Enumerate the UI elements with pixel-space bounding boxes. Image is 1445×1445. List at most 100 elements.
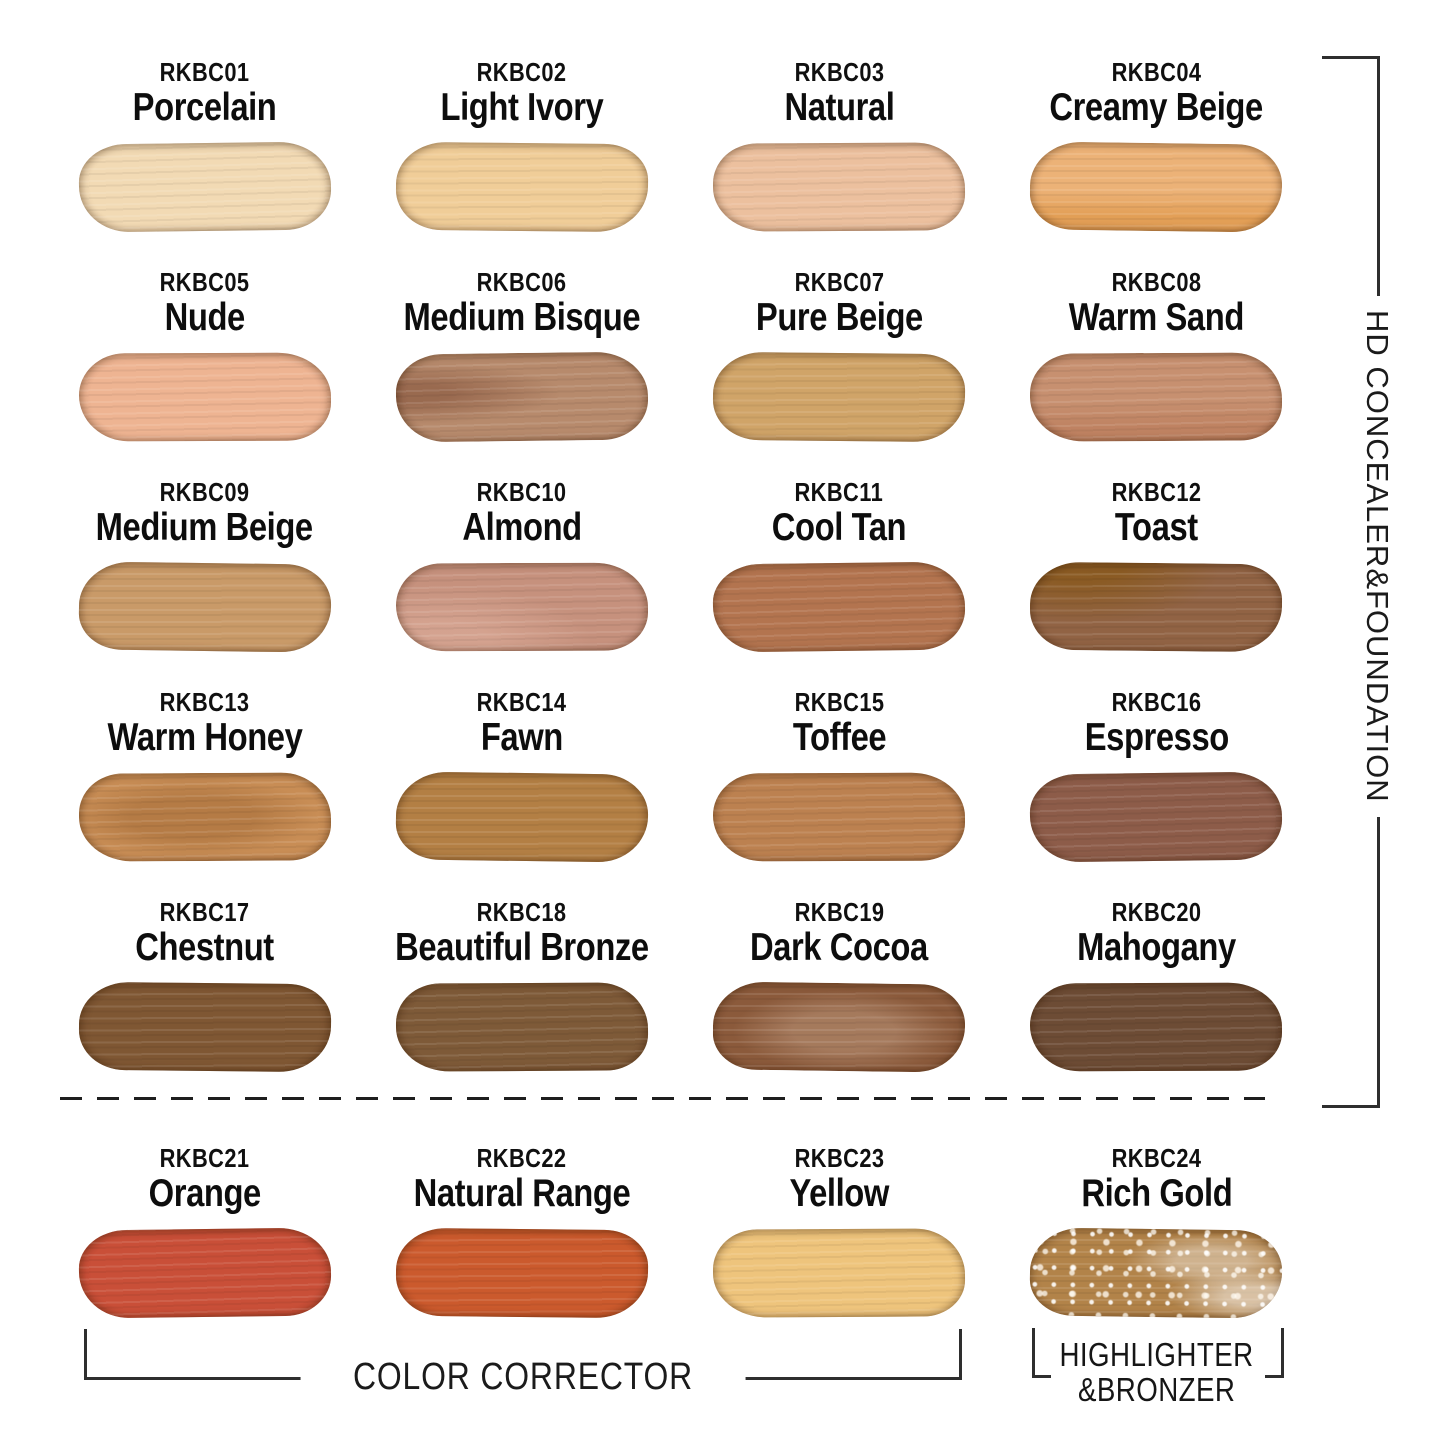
shade-cell: RKBC23 Yellow bbox=[681, 1128, 998, 1338]
bottom-row-grid: RKBC21 Orange RKBC22 Natural Range RKBC23 Yel… bbox=[46, 1128, 1315, 1338]
color-corrector-label: COLOR CORRECTOR bbox=[300, 1355, 746, 1399]
shade-code: RKBC24 bbox=[1111, 1143, 1202, 1173]
shade-code: RKBC05 bbox=[159, 267, 250, 297]
shade-swatch bbox=[712, 981, 966, 1073]
color-corrector-label-text: COLOR CORRECTOR bbox=[352, 1356, 694, 1398]
shade-cell: RKBC17 Chestnut bbox=[46, 882, 363, 1092]
shade-code: RKBC02 bbox=[476, 57, 567, 87]
shade-swatch bbox=[1029, 771, 1283, 863]
shade-swatch bbox=[1029, 141, 1283, 233]
shade-cell: RKBC13 Warm Honey bbox=[46, 672, 363, 882]
shade-code: RKBC17 bbox=[159, 897, 250, 927]
shade-cell: RKBC18 Beautiful Bronze bbox=[363, 882, 680, 1092]
shade-name: Warm Honey bbox=[107, 716, 303, 759]
shade-code: RKBC01 bbox=[159, 57, 250, 87]
shade-name: Natural bbox=[784, 86, 895, 129]
shade-name: Beautiful Bronze bbox=[395, 926, 649, 969]
shade-name: Toffee bbox=[792, 716, 886, 759]
shade-swatch bbox=[395, 351, 649, 443]
shade-cell: RKBC04 Creamy Beige bbox=[998, 42, 1315, 252]
shade-code: RKBC22 bbox=[476, 1143, 567, 1173]
shade-swatch bbox=[395, 982, 649, 1072]
shade-swatch bbox=[78, 561, 332, 653]
shade-code: RKBC20 bbox=[1111, 897, 1202, 927]
shade-cell: RKBC11 Cool Tan bbox=[681, 462, 998, 672]
shade-code: RKBC03 bbox=[794, 57, 885, 87]
shade-code: RKBC16 bbox=[1111, 687, 1202, 717]
shade-name: Natural Range bbox=[413, 1172, 631, 1215]
highlighter-bronzer-label: HIGHLIGHTER &BRONZER bbox=[1027, 1337, 1287, 1407]
shade-swatch bbox=[78, 772, 331, 862]
shade-name: Mahogany bbox=[1077, 926, 1236, 969]
shade-cell: RKBC08 Warm Sand bbox=[998, 252, 1315, 462]
shade-swatch bbox=[1029, 1227, 1283, 1319]
shade-cell: RKBC19 Dark Cocoa bbox=[681, 882, 998, 1092]
shade-code: RKBC06 bbox=[476, 267, 567, 297]
color-corrector-bracket: COLOR CORRECTOR bbox=[84, 1329, 962, 1399]
shade-swatch bbox=[78, 1227, 332, 1319]
shade-code: RKBC19 bbox=[794, 897, 885, 927]
shade-swatch bbox=[78, 981, 332, 1073]
shade-cell: RKBC24 Rich Gold bbox=[998, 1128, 1315, 1338]
section-divider-dashed bbox=[60, 1097, 1265, 1100]
shade-cell: RKBC01 Porcelain bbox=[46, 42, 363, 252]
shade-code: RKBC13 bbox=[159, 687, 250, 717]
shade-cell: RKBC16 Espresso bbox=[998, 672, 1315, 882]
shade-name: Almond bbox=[462, 506, 582, 549]
shade-code: RKBC08 bbox=[1111, 267, 1202, 297]
shade-swatch bbox=[395, 771, 649, 863]
shade-swatch bbox=[78, 352, 331, 442]
shade-swatch bbox=[1030, 352, 1283, 442]
shade-code: RKBC23 bbox=[794, 1143, 885, 1173]
shade-cell: RKBC22 Natural Range bbox=[363, 1128, 680, 1338]
shade-cell: RKBC06 Medium Bisque bbox=[363, 252, 680, 462]
shade-name: Fawn bbox=[480, 716, 563, 759]
shade-cell: RKBC15 Toffee bbox=[681, 672, 998, 882]
shade-code: RKBC10 bbox=[476, 477, 567, 507]
shade-name: Warm Sand bbox=[1068, 296, 1245, 339]
shade-code: RKBC09 bbox=[159, 477, 250, 507]
shade-swatch bbox=[395, 562, 649, 652]
shade-cell: RKBC07 Pure Beige bbox=[681, 252, 998, 462]
shade-cell: RKBC20 Mahogany bbox=[998, 882, 1315, 1092]
shade-code: RKBC04 bbox=[1111, 57, 1202, 87]
shade-name: Espresso bbox=[1084, 716, 1229, 759]
shade-code: RKBC15 bbox=[794, 687, 885, 717]
shade-cell: RKBC21 Orange bbox=[46, 1128, 363, 1338]
highlighter-bronzer-bracket-right bbox=[1265, 1328, 1284, 1378]
shade-swatch bbox=[395, 1227, 649, 1319]
shade-cell: RKBC12 Toast bbox=[998, 462, 1315, 672]
highlighter-bronzer-bracket-left bbox=[1032, 1328, 1051, 1378]
shade-code: RKBC07 bbox=[794, 267, 885, 297]
shade-code: RKBC18 bbox=[476, 897, 567, 927]
highlighter-label-line1: HIGHLIGHTER bbox=[1059, 1336, 1255, 1373]
shade-name: Nude bbox=[164, 296, 246, 339]
shade-name: Porcelain bbox=[132, 86, 277, 129]
shade-swatch bbox=[712, 142, 966, 232]
shade-code: RKBC21 bbox=[159, 1143, 250, 1173]
shade-name: Orange bbox=[148, 1172, 262, 1215]
shade-swatch bbox=[1029, 561, 1283, 653]
shade-name: Chestnut bbox=[135, 926, 274, 969]
shade-cell: RKBC05 Nude bbox=[46, 252, 363, 462]
shade-name: Toast bbox=[1114, 506, 1198, 549]
shade-swatch bbox=[395, 141, 649, 233]
shade-name: Medium Beige bbox=[96, 506, 314, 549]
shade-name: Cool Tan bbox=[771, 506, 907, 549]
shade-cell: RKBC09 Medium Beige bbox=[46, 462, 363, 672]
concealer-foundation-grid: RKBC01 Porcelain RKBC02 Light Ivory RKBC03 Na… bbox=[46, 42, 1315, 1092]
highlighter-label-line2: &BRONZER bbox=[1078, 1371, 1236, 1408]
shade-name: Medium Bisque bbox=[403, 296, 641, 339]
shade-name: Dark Cocoa bbox=[750, 926, 929, 969]
shade-code: RKBC14 bbox=[476, 687, 567, 717]
shade-swatch bbox=[712, 561, 966, 653]
shade-swatch bbox=[1030, 982, 1283, 1072]
shade-name: Pure Beige bbox=[755, 296, 923, 339]
shade-cell: RKBC14 Fawn bbox=[363, 672, 680, 882]
shade-swatch bbox=[712, 772, 966, 862]
shade-cell: RKBC10 Almond bbox=[363, 462, 680, 672]
shade-name: Rich Gold bbox=[1080, 1172, 1232, 1215]
shade-swatch bbox=[712, 1228, 966, 1318]
shade-cell: RKBC02 Light Ivory bbox=[363, 42, 680, 252]
